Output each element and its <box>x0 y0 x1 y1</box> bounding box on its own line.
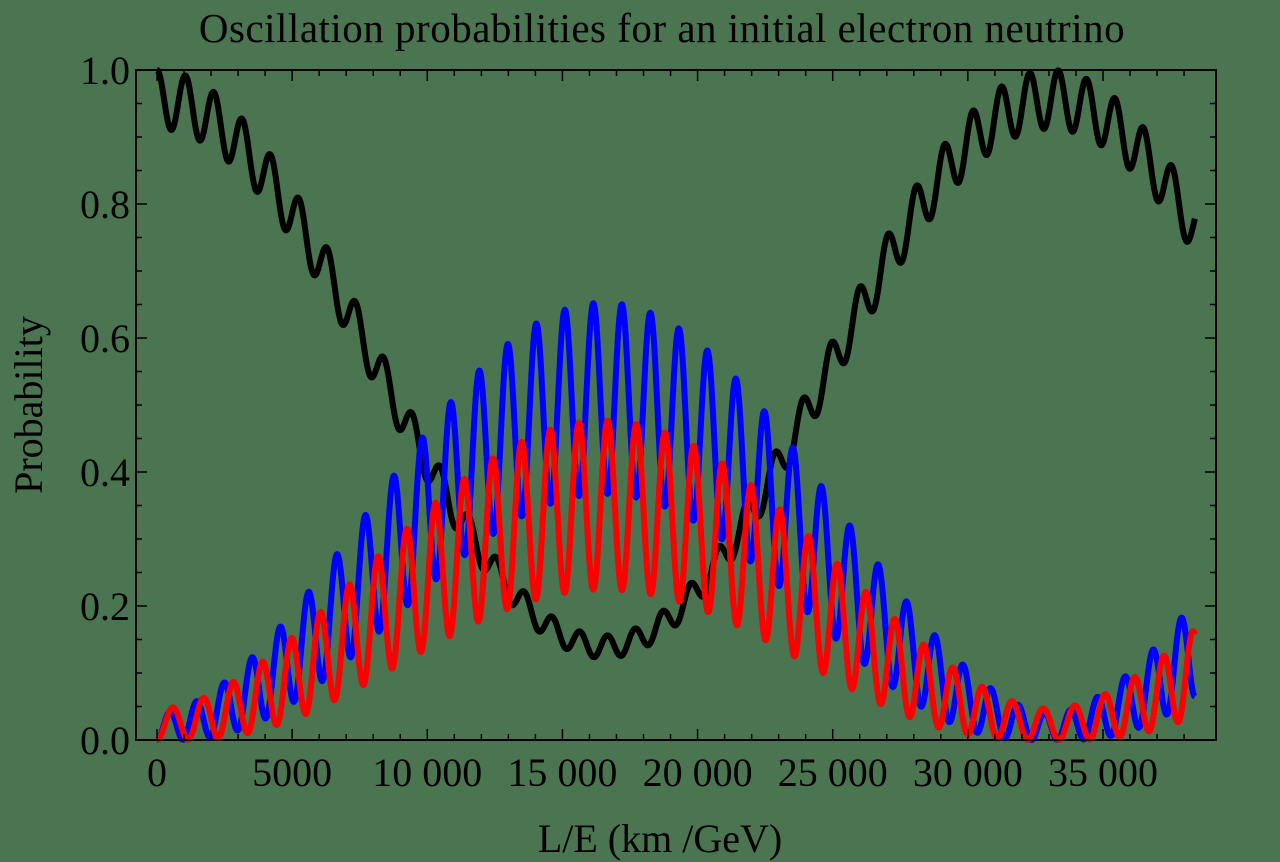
x-tick-label: 20 000 <box>643 750 753 795</box>
y-tick-label: 0.2 <box>80 584 130 629</box>
chart-title: Oscillation probabilities for an initial… <box>198 5 1126 51</box>
x-tick-label: 35 000 <box>1048 750 1158 795</box>
y-tick-label: 0.4 <box>80 450 130 495</box>
x-tick-label: 5000 <box>252 750 332 795</box>
y-tick-label: 0.6 <box>80 316 130 361</box>
nu-e-survival-curve <box>154 67 1198 661</box>
y-tick-label: 1.0 <box>80 48 130 93</box>
x-tick-label: 10 000 <box>372 750 482 795</box>
axis-ticks <box>136 69 1216 741</box>
nu-tau-appearance-curve <box>154 417 1198 743</box>
y-tick-label: 0.0 <box>80 718 130 763</box>
x-tick-label: 30 000 <box>913 750 1023 795</box>
x-tick-label: 25 000 <box>778 750 888 795</box>
nu-mu-appearance-curve <box>154 300 1198 743</box>
x-tick-label: 0 <box>147 750 167 795</box>
y-axis-label: Probability <box>6 316 51 494</box>
plot-frame <box>135 69 1217 741</box>
y-tick-label: 0.8 <box>80 182 130 227</box>
x-tick-label: 15 000 <box>507 750 617 795</box>
x-tick-labels: 0 5000 10 000 15 000 20 000 25 000 30 000 35 00… <box>147 750 1158 795</box>
x-axis-label: L/E (km /GeV) <box>538 816 782 861</box>
data-series <box>154 67 1198 743</box>
y-tick-labels: 0.0 0.2 0.4 0.6 0.8 1.0 <box>80 48 130 763</box>
